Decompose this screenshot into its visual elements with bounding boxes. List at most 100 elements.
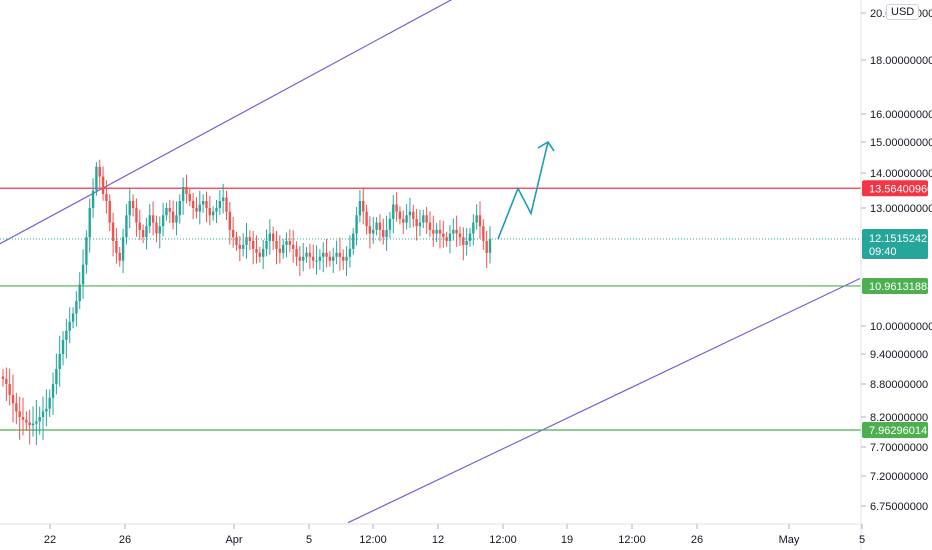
candle-body (35, 421, 38, 424)
candle-body (472, 222, 475, 234)
candle-body (91, 190, 95, 208)
price-level-tag (862, 422, 928, 438)
channel-lower-line[interactable] (347, 277, 861, 524)
price-level-tags: 13.56400960 10.96131883 7.96296014 12.15152… (862, 180, 932, 438)
candle-body (395, 204, 398, 212)
candle-body (155, 222, 158, 234)
candle-body (265, 240, 268, 249)
candle-body (65, 330, 68, 340)
y-tick-label: 7.20000000 (870, 471, 928, 483)
x-tick-label: 5 (859, 534, 865, 546)
y-tick-label: 8.20000000 (870, 412, 928, 424)
candle-body (235, 237, 238, 245)
candle-body (11, 395, 15, 404)
projection-arrowhead (537, 140, 555, 152)
candle-body (61, 340, 65, 354)
x-tick-label: 22 (44, 534, 56, 546)
candle-body (95, 166, 98, 191)
candle-body (478, 215, 482, 227)
candle-body (372, 229, 375, 234)
candle-body (31, 423, 35, 426)
x-tick-label: May (779, 534, 800, 546)
candle-body (115, 240, 118, 253)
candle-body (322, 252, 325, 257)
candle-body (355, 215, 358, 234)
candle-body (245, 237, 248, 245)
y-tick-label: 8.80000000 (870, 379, 928, 391)
candle-body (51, 384, 55, 398)
candle-body (258, 252, 262, 257)
candle-body (462, 237, 465, 245)
candle-body (41, 411, 45, 417)
candle-body (281, 244, 285, 253)
candle-body (38, 417, 41, 422)
candle-body (335, 252, 338, 257)
candle-body (378, 222, 382, 230)
candle-body (318, 256, 322, 261)
candle-body (291, 244, 295, 249)
candle-body (108, 201, 111, 223)
candle-body (198, 204, 202, 212)
candle-body (365, 211, 368, 227)
candle-body (175, 215, 178, 223)
candle-body (5, 379, 8, 384)
candle-body (28, 422, 31, 426)
candle-body (382, 229, 385, 238)
x-tick-label: 12 (432, 534, 444, 546)
candle-body (181, 187, 185, 201)
candle-body (475, 215, 478, 223)
channel-lines[interactable] (0, 0, 861, 524)
candle-body (362, 201, 365, 212)
candle-body (225, 197, 228, 212)
last-price-tag (862, 228, 928, 259)
x-tick-label: 5 (306, 534, 312, 546)
candle-body (352, 233, 355, 249)
candle-body (325, 252, 328, 257)
candle-body (201, 201, 205, 205)
y-tick-label: 6.75000000 (870, 501, 928, 513)
candle-body (271, 233, 275, 241)
x-tick-label: 12:00 (359, 534, 387, 546)
candle-body (418, 222, 422, 227)
x-axis-ticks[interactable]: 22 26 Apr 5 12:00 12 12:00 19 12:00 26 May 5 (44, 524, 865, 546)
candle-body (375, 222, 378, 230)
candle-body (21, 417, 25, 420)
candle-body (295, 248, 298, 257)
candle-body (278, 248, 282, 253)
candle-body (308, 252, 312, 257)
price-level-tag (862, 180, 928, 197)
currency-badge[interactable]: USD (886, 4, 920, 20)
candle-body (302, 256, 305, 261)
candle-body (485, 240, 488, 253)
candle-body (261, 248, 265, 257)
x-tick-label: 12:00 (618, 534, 646, 546)
candle-body (165, 208, 168, 216)
price-level-lines[interactable] (0, 187, 861, 431)
candle-body (8, 384, 11, 395)
price-level-tag-label: 10.96131883 (869, 281, 932, 293)
y-tick-label: 16.00000000 (870, 109, 932, 121)
y-tick-label: 15.00000000 (870, 137, 932, 149)
candle-body (338, 252, 342, 257)
projection-path[interactable] (497, 141, 549, 240)
candle-body (455, 229, 458, 234)
projection-arrow[interactable] (497, 140, 555, 240)
candle-body (128, 201, 131, 216)
candle-body (468, 233, 472, 241)
candle-body (118, 252, 121, 261)
candle-body (218, 201, 222, 208)
candle-body (398, 211, 402, 219)
candle-body (488, 239, 492, 253)
y-tick-label: 7.70000000 (870, 442, 928, 454)
y-tick-label: 10.00000000 (870, 321, 932, 333)
candle-body (405, 215, 408, 223)
candle-body (171, 211, 175, 223)
candle-body (25, 419, 28, 423)
candle-body (388, 218, 392, 230)
channel-upper-line[interactable] (0, 0, 466, 245)
candle-body (452, 229, 455, 234)
candle-body (465, 240, 468, 245)
candle-body (458, 233, 462, 238)
candle-body (15, 403, 18, 412)
